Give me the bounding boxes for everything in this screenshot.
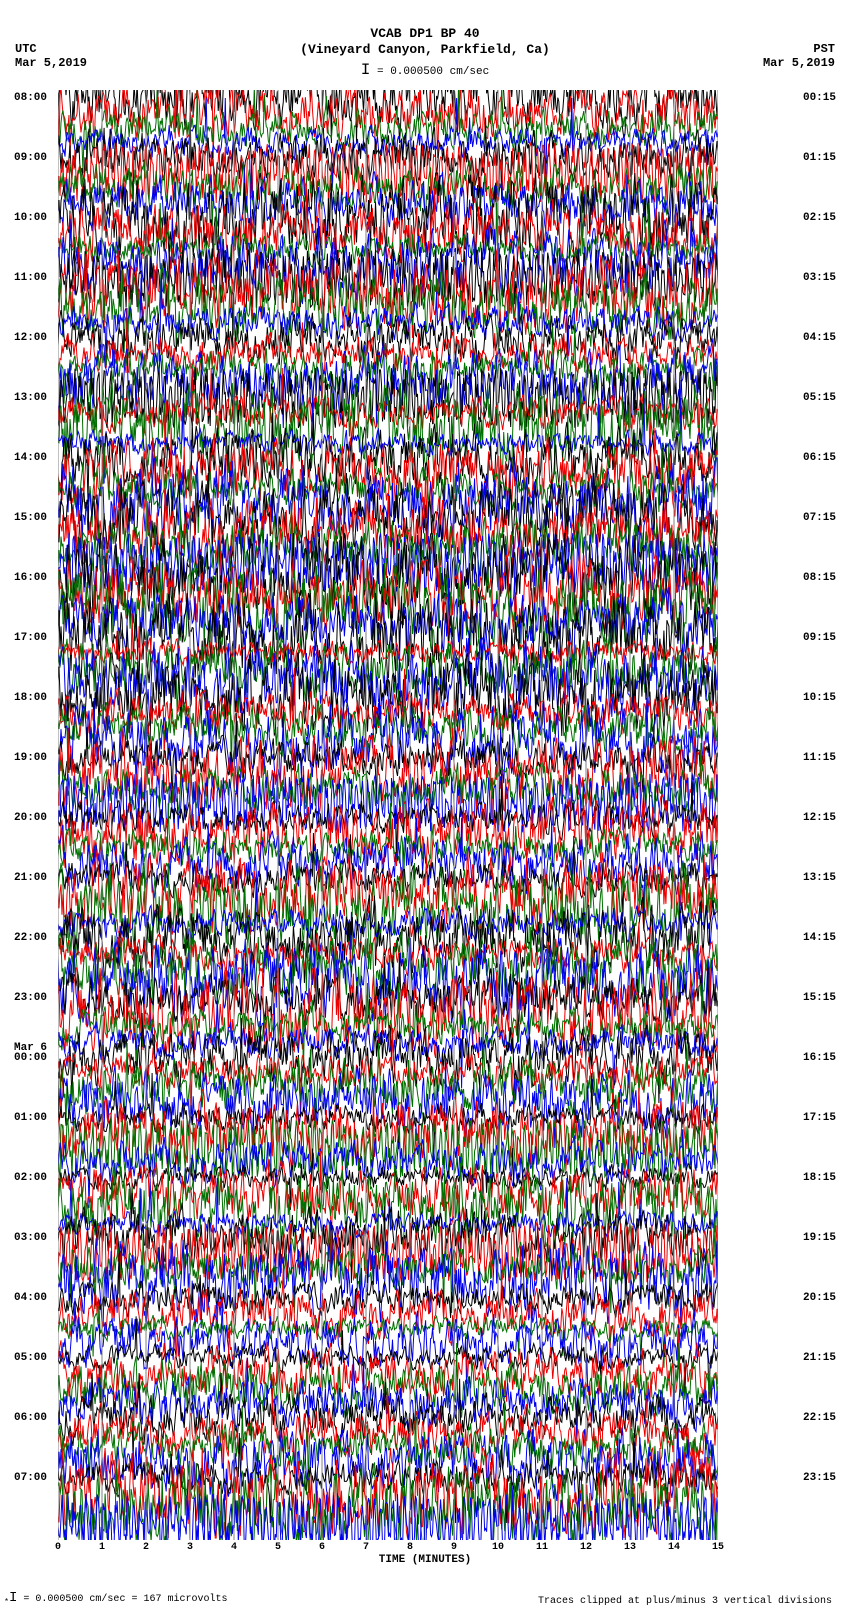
pst-time-label: 14:15 — [803, 932, 836, 944]
title-line-2: (Vineyard Canyon, Parkfield, Ca) — [0, 42, 850, 58]
x-tick-label: 10 — [492, 1542, 504, 1553]
plot-area — [58, 90, 718, 1540]
pst-time-label: 06:15 — [803, 452, 836, 464]
pst-time-label: 05:15 — [803, 392, 836, 404]
x-tick-label: 9 — [451, 1542, 457, 1553]
pst-time-label: 23:15 — [803, 1472, 836, 1484]
title-line-1: VCAB DP1 BP 40 — [0, 26, 850, 42]
utc-time-label: 20:00 — [14, 812, 47, 824]
chart-header: VCAB DP1 BP 40 (Vineyard Canyon, Parkfie… — [0, 0, 850, 57]
pst-time-label: 13:15 — [803, 872, 836, 884]
x-tick-label: 7 — [363, 1542, 369, 1553]
utc-time-label: 19:00 — [14, 752, 47, 764]
pst-time-label: 04:15 — [803, 332, 836, 344]
x-tick-label: 5 — [275, 1542, 281, 1553]
x-tick-label: 13 — [624, 1542, 636, 1553]
x-tick-label: 15 — [712, 1542, 724, 1553]
x-tick-label: 1 — [99, 1542, 105, 1553]
seismogram-svg — [58, 90, 718, 1540]
pst-time-label: 11:15 — [803, 752, 836, 764]
pst-time-label: 12:15 — [803, 812, 836, 824]
pst-time-label: 21:15 — [803, 1352, 836, 1364]
x-tick-label: 8 — [407, 1542, 413, 1553]
date-right-label: Mar 5,2019 — [763, 56, 835, 70]
utc-time-label: 22:00 — [14, 932, 47, 944]
footer-right: Traces clipped at plus/minus 3 vertical … — [538, 1596, 832, 1607]
scale-note: I = 0.000500 cm/sec — [0, 61, 850, 79]
utc-time-label: 04:00 — [14, 1292, 47, 1304]
utc-time-label: 07:00 — [14, 1472, 47, 1484]
utc-time-label: 10:00 — [14, 212, 47, 224]
utc-time-label: 23:00 — [14, 992, 47, 1004]
helicorder-container: VCAB DP1 BP 40 (Vineyard Canyon, Parkfie… — [0, 0, 850, 1613]
utc-time-label: 15:00 — [14, 512, 47, 524]
footer-left: *I = 0.000500 cm/sec = 167 microvolts — [4, 1590, 227, 1607]
pst-time-label: 15:15 — [803, 992, 836, 1004]
utc-time-label: 09:00 — [14, 152, 47, 164]
utc-time-label: 01:00 — [14, 1112, 47, 1124]
utc-time-label: 02:00 — [14, 1172, 47, 1184]
x-tick-label: 2 — [143, 1542, 149, 1553]
tz-left-label: UTC — [15, 42, 37, 56]
x-tick-label: 14 — [668, 1542, 680, 1553]
utc-time-label: 11:00 — [14, 272, 47, 284]
utc-time-label: 03:00 — [14, 1232, 47, 1244]
x-tick-label: 11 — [536, 1542, 548, 1553]
utc-time-label: 17:00 — [14, 632, 47, 644]
tz-right-label: PST — [813, 42, 835, 56]
pst-time-label: 00:15 — [803, 92, 836, 104]
pst-time-label: 07:15 — [803, 512, 836, 524]
utc-time-label: 21:00 — [14, 872, 47, 884]
x-tick-label: 12 — [580, 1542, 592, 1553]
utc-time-label: 05:00 — [14, 1352, 47, 1364]
pst-time-label: 18:15 — [803, 1172, 836, 1184]
date-left-label: Mar 5,2019 — [15, 56, 87, 70]
pst-time-label: 09:15 — [803, 632, 836, 644]
utc-time-label: 18:00 — [14, 692, 47, 704]
pst-time-label: 20:15 — [803, 1292, 836, 1304]
pst-time-label: 19:15 — [803, 1232, 836, 1244]
utc-time-label: 08:00 — [14, 92, 47, 104]
utc-time-label: 14:00 — [14, 452, 47, 464]
pst-time-label: 01:15 — [803, 152, 836, 164]
utc-time-label: 06:00 — [14, 1412, 47, 1424]
seismic-trace — [58, 1493, 718, 1540]
pst-time-label: 03:15 — [803, 272, 836, 284]
pst-time-label: 22:15 — [803, 1412, 836, 1424]
x-tick-label: 0 — [55, 1542, 61, 1553]
day-break-label: Mar 6 — [14, 1042, 47, 1054]
utc-time-label: 13:00 — [14, 392, 47, 404]
pst-time-label: 08:15 — [803, 572, 836, 584]
utc-time-label: 12:00 — [14, 332, 47, 344]
pst-time-label: 02:15 — [803, 212, 836, 224]
x-tick-label: 3 — [187, 1542, 193, 1553]
x-tick-label: 4 — [231, 1542, 237, 1553]
pst-time-label: 10:15 — [803, 692, 836, 704]
x-axis-title: TIME (MINUTES) — [379, 1554, 471, 1566]
x-tick-label: 6 — [319, 1542, 325, 1553]
pst-time-label: 16:15 — [803, 1052, 836, 1064]
pst-time-label: 17:15 — [803, 1112, 836, 1124]
utc-time-label: 16:00 — [14, 572, 47, 584]
